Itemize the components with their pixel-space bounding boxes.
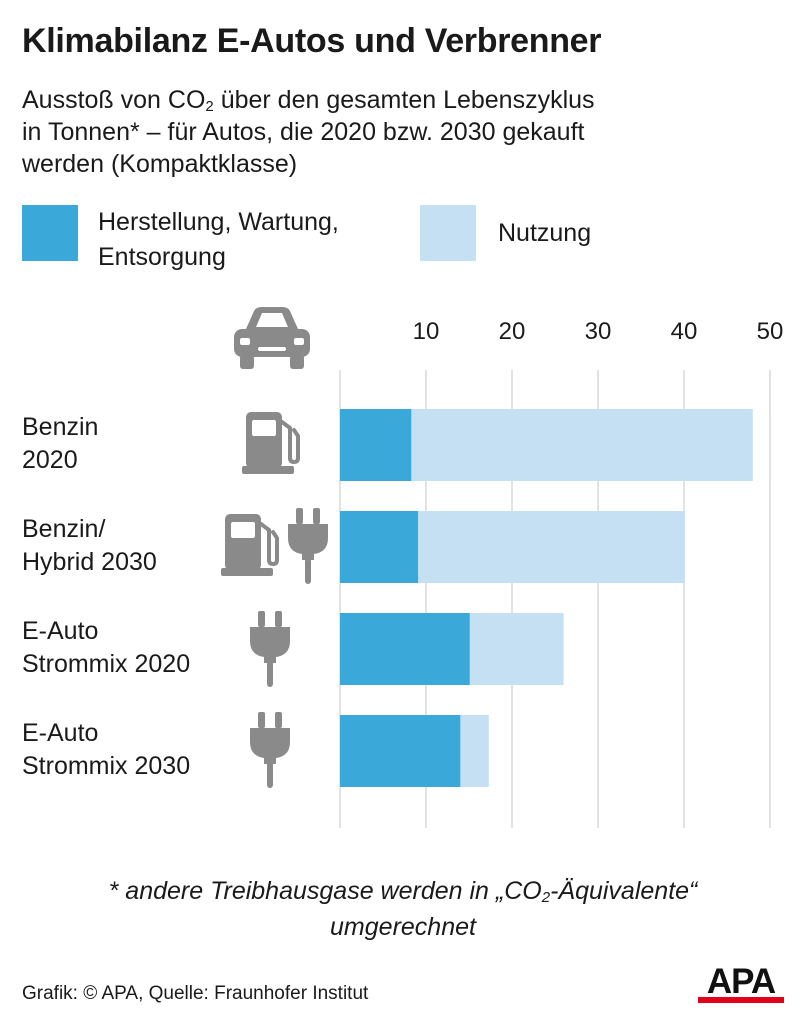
x-tick-label: 50 [757, 318, 784, 345]
chart-subtitle: Ausstoß von CO2 über den gesamten Lebens… [22, 84, 595, 180]
category-label-1: Benzin/Hybrid 2030 [22, 515, 157, 576]
apa-logo: APA [698, 962, 784, 1004]
plug-icon [250, 712, 290, 788]
category-label-0: Benzin 2020 [22, 413, 98, 474]
fuel-pump-icon [221, 514, 279, 576]
bar-manufacturing-2 [340, 613, 470, 685]
legend-label-manufacturing: Herstellung, Wartung, Entsorgung [98, 208, 339, 271]
x-tick-label: 40 [671, 318, 698, 345]
plug-icon [288, 508, 328, 584]
bar-usage-3 [460, 715, 489, 787]
legend-label-usage: Nutzung [498, 219, 592, 247]
bars [340, 409, 753, 787]
x-tick-label: 20 [499, 318, 526, 345]
category-icons [221, 412, 328, 788]
plug-icon [250, 611, 290, 687]
bar-usage-1 [418, 511, 685, 583]
x-tick-label: 30 [585, 318, 612, 345]
category-labels: Benzin 2020 Benzin/Hybrid 2030 E-Auto Stromm… [22, 413, 190, 780]
footnote-line-1: * andere Treibhausgase werden in „CO2-Äq… [108, 877, 698, 906]
footnote: * andere Treibhausgase werden in „CO2-Äq… [0, 873, 806, 945]
legend-swatch-usage [420, 205, 476, 261]
x-axis-ticks: 10 20 30 40 50 [413, 318, 784, 345]
category-label-3: E-Auto Strommix 2030 [22, 719, 190, 780]
subtitle-line-2: in Tonnen* – für Autos, die 2020 bzw. 20… [22, 118, 585, 146]
bar-manufacturing-0 [340, 409, 412, 481]
x-tick-label: 10 [413, 318, 440, 345]
footnote-line-2: umgerechnet [330, 913, 476, 941]
legend-swatch-manufacturing [22, 205, 78, 261]
bar-manufacturing-3 [340, 715, 461, 787]
car-icon [234, 307, 310, 369]
chart-title: Klimabilanz E-Autos und Verbrenner [22, 22, 602, 60]
category-label-2: E-Auto Strommix 2020 [22, 617, 190, 678]
bar-manufacturing-1 [340, 511, 419, 583]
bar-usage-0 [411, 409, 753, 481]
subtitle-line-3: werden (Kompaktklasse) [22, 150, 298, 178]
bar-usage-2 [469, 613, 564, 685]
subtitle-line-1: Ausstoß von CO2 über den gesamten Lebens… [22, 86, 595, 115]
source-credit: Grafik: © APA, Quelle: Fraunhofer Instit… [22, 983, 369, 1004]
fuel-pump-icon [242, 412, 300, 474]
